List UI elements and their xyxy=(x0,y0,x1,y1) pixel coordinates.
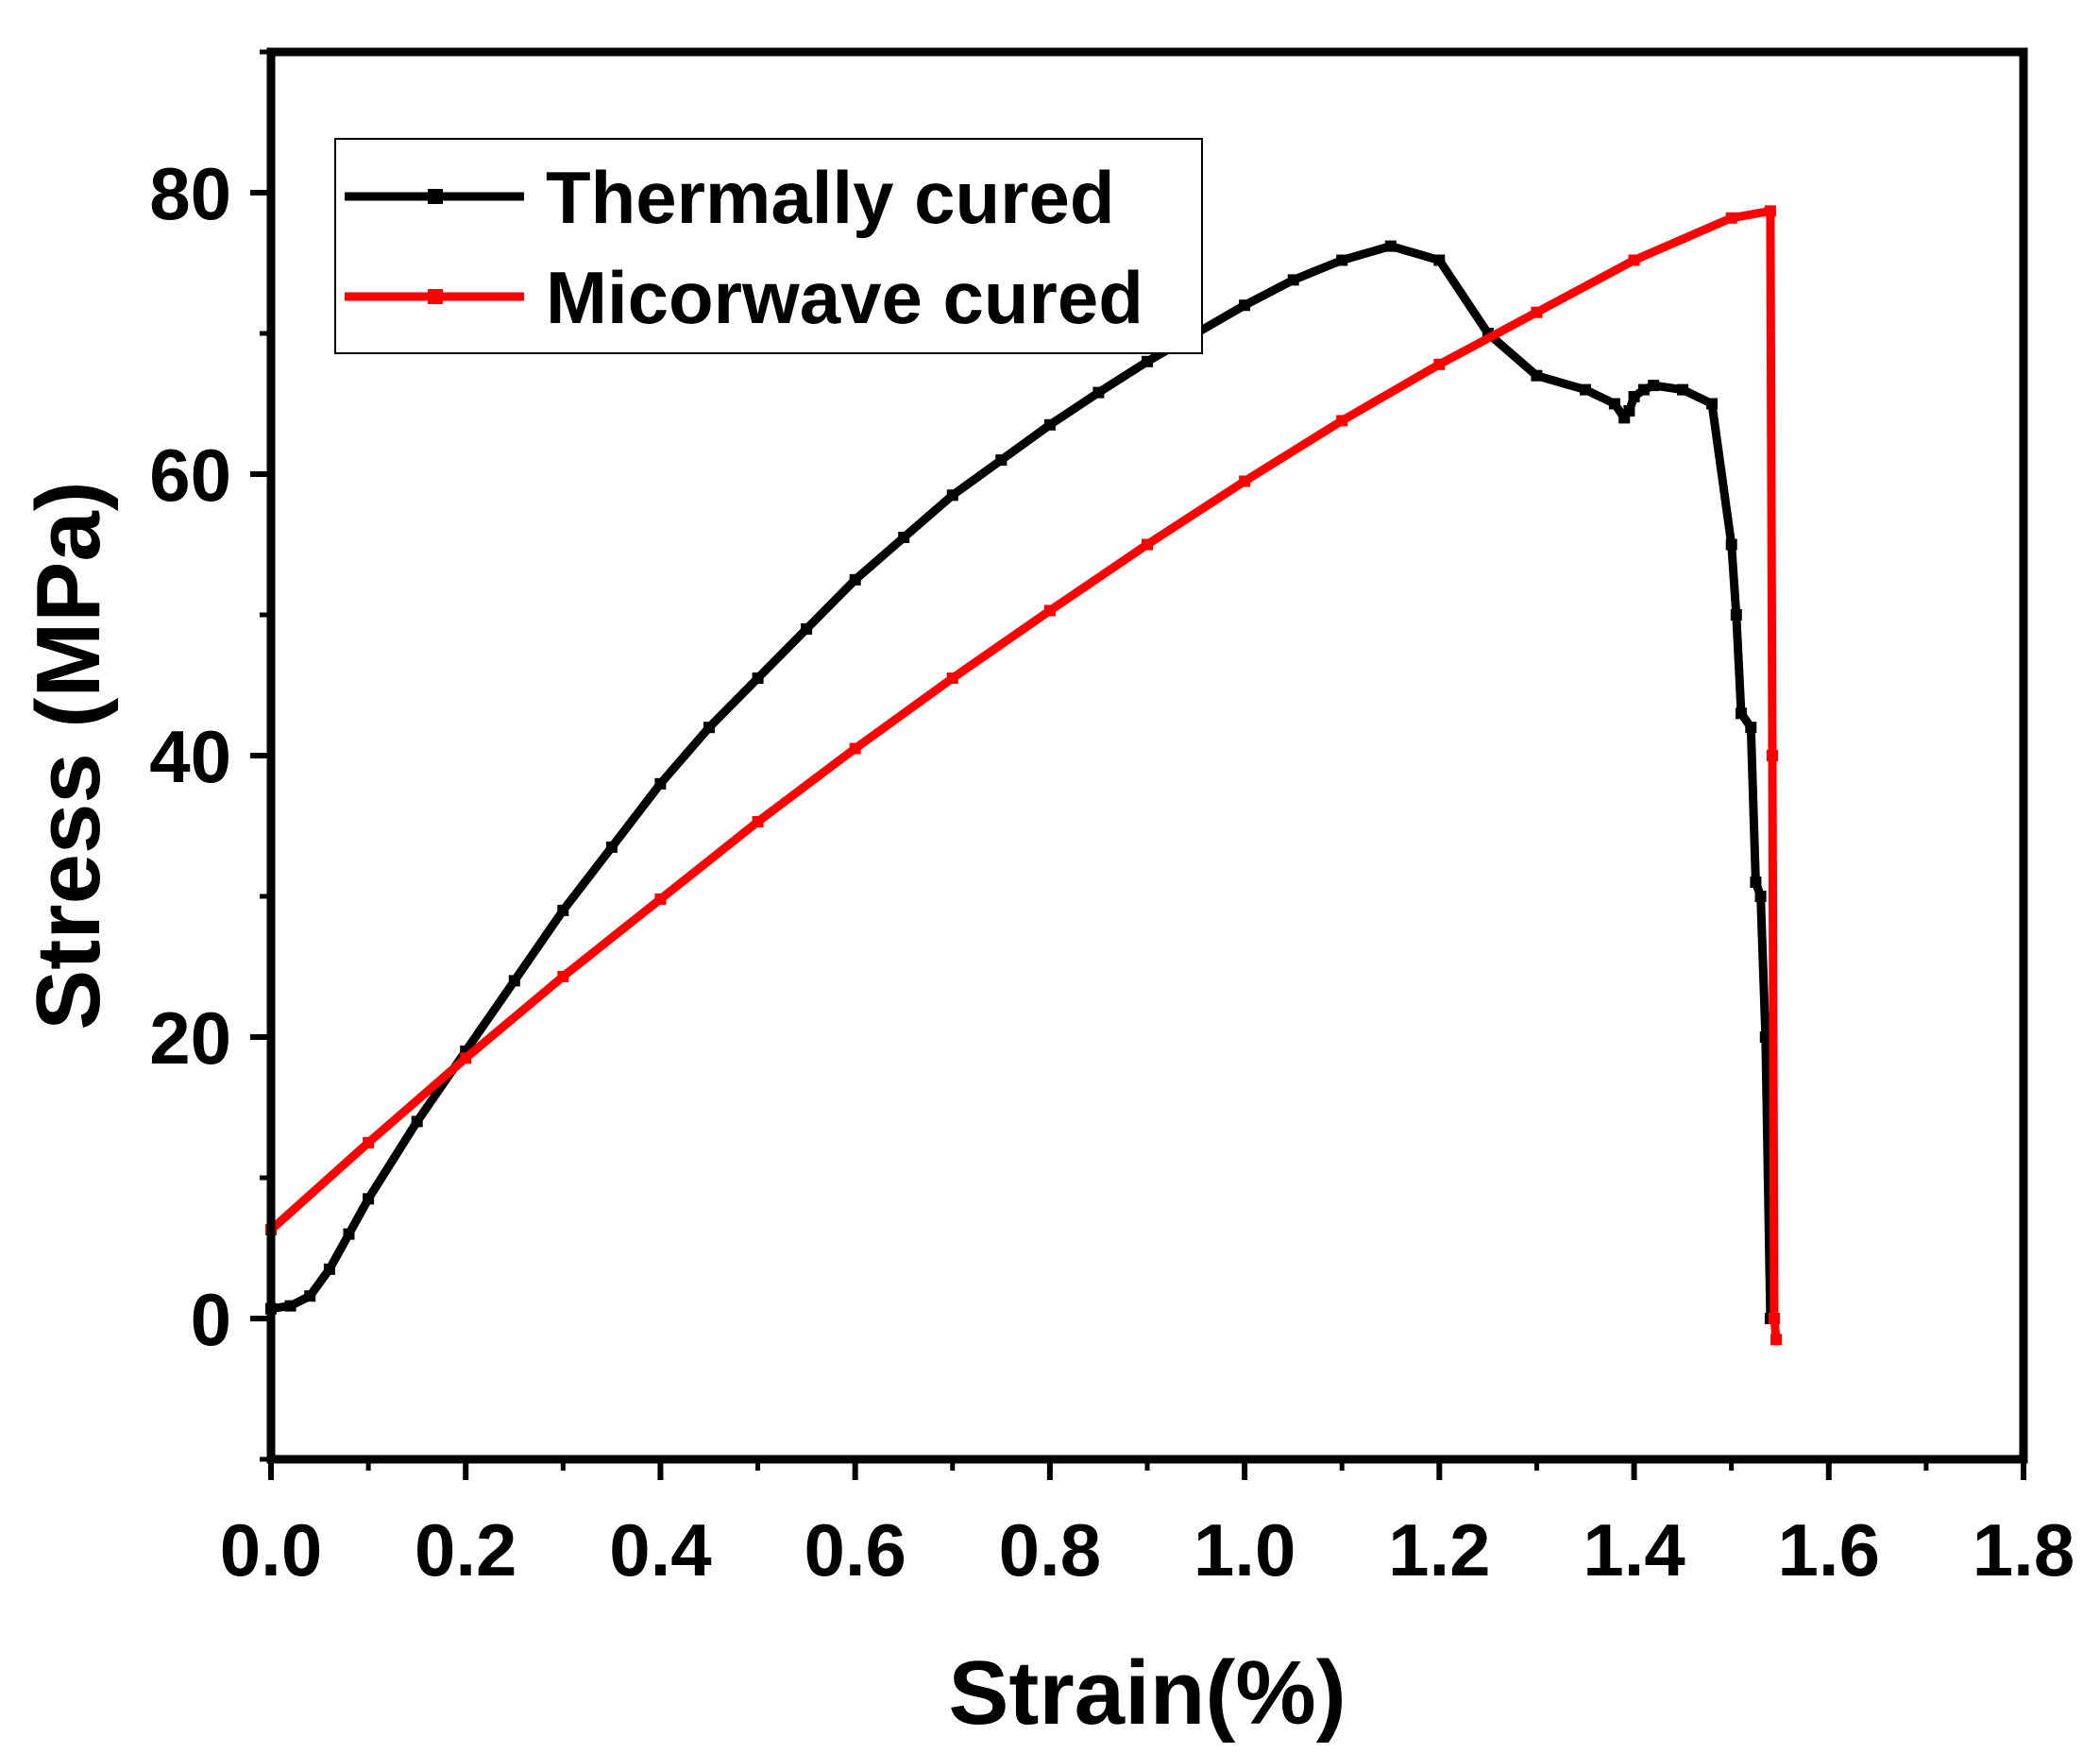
data-point-thermally-cured xyxy=(946,489,958,502)
data-point-thermally-cured xyxy=(898,532,910,543)
data-point-micorwave-cured xyxy=(1336,415,1348,427)
data-point-thermally-cured xyxy=(1706,398,1718,410)
data-point-thermally-cured xyxy=(304,1290,316,1302)
data-point-thermally-cured xyxy=(1287,274,1299,286)
data-point-micorwave-cured xyxy=(363,1136,375,1149)
data-point-thermally-cured xyxy=(1433,254,1446,266)
legend: Thermally cured Micorwave cured xyxy=(334,138,1203,354)
data-point-thermally-cured xyxy=(1730,609,1742,621)
data-point-thermally-cured xyxy=(323,1263,335,1275)
data-point-thermally-cured xyxy=(1648,380,1660,392)
data-point-micorwave-cured xyxy=(460,1052,472,1064)
data-point-micorwave-cured xyxy=(654,894,667,905)
data-point-thermally-cured xyxy=(1608,398,1620,410)
data-point-thermally-cured xyxy=(1725,538,1737,551)
y-tick-label: 60 xyxy=(149,434,231,517)
legend-box xyxy=(334,138,1203,354)
series-line-thermally-cured xyxy=(266,242,1775,1323)
data-point-micorwave-cured xyxy=(1769,1313,1780,1324)
x-tick-label: 1.2 xyxy=(1388,1508,1490,1591)
data-point-micorwave-cured xyxy=(557,970,569,982)
data-point-thermally-cured xyxy=(1092,386,1105,399)
data-point-thermally-cured xyxy=(284,1300,296,1312)
data-point-micorwave-cured xyxy=(1531,306,1543,318)
series-line-micorwave-cured xyxy=(266,206,1781,1344)
y-tick-label: 0 xyxy=(191,1278,231,1361)
legend-label-micorwave-cured: Micorwave cured xyxy=(546,256,1143,339)
data-point-thermally-cured xyxy=(1677,383,1689,396)
tick-label-layer: 0.0 0.2 0.4 0.6 0.8 1.0 1.2 1.4 1.6 1.8 0 20 40 60 80 xyxy=(149,152,2075,1591)
data-point-thermally-cured xyxy=(1745,722,1757,734)
data-point-thermally-cured xyxy=(508,975,520,987)
x-tick-label: 1.4 xyxy=(1583,1508,1685,1591)
data-point-thermally-cured xyxy=(849,573,861,586)
x-tick-label: 0.4 xyxy=(609,1508,711,1591)
data-point-thermally-cured xyxy=(1336,254,1348,266)
data-point-micorwave-cured xyxy=(946,672,958,684)
data-point-thermally-cured xyxy=(343,1228,355,1240)
data-point-micorwave-cured xyxy=(1239,475,1251,487)
data-point-thermally-cured xyxy=(654,777,667,790)
series-layer xyxy=(265,205,1783,1346)
data-point-thermally-cured xyxy=(1043,418,1056,431)
data-point-thermally-cured xyxy=(411,1115,423,1128)
data-point-thermally-cured xyxy=(1580,383,1591,396)
data-point-micorwave-cured xyxy=(1043,604,1056,617)
data-point-thermally-cured xyxy=(1384,240,1397,252)
legend-marker-micorwave-cured xyxy=(428,289,443,304)
y-tick-label: 20 xyxy=(149,996,231,1080)
x-tick-label: 0.6 xyxy=(804,1508,906,1591)
data-point-thermally-cured xyxy=(1637,383,1650,396)
data-point-thermally-cured xyxy=(995,454,1008,467)
x-axis-title: Strain(%) xyxy=(948,1642,1346,1744)
data-point-thermally-cured xyxy=(1759,1031,1771,1043)
data-point-micorwave-cured xyxy=(1767,750,1778,761)
data-point-thermally-cured xyxy=(1531,369,1543,382)
y-tick-label: 40 xyxy=(149,715,231,798)
data-point-thermally-cured xyxy=(605,841,618,853)
x-tick-label: 0.8 xyxy=(999,1508,1101,1591)
data-point-micorwave-cured xyxy=(1142,538,1153,551)
data-point-thermally-cured xyxy=(1239,299,1251,312)
data-point-thermally-cured xyxy=(1736,707,1747,720)
data-point-thermally-cured xyxy=(1628,391,1640,402)
data-point-micorwave-cured xyxy=(849,742,861,755)
x-tick-label: 0.2 xyxy=(415,1508,517,1591)
data-point-thermally-cured xyxy=(363,1193,375,1205)
x-tick-label: 0.0 xyxy=(220,1508,322,1591)
legend-marker-thermally-cured xyxy=(428,189,443,204)
data-point-thermally-cured xyxy=(1623,405,1635,417)
data-point-thermally-cured xyxy=(557,904,569,916)
tick-layer xyxy=(250,49,2026,1480)
legend-label-thermally-cured: Thermally cured xyxy=(546,156,1115,239)
data-point-micorwave-cured xyxy=(1770,1334,1783,1346)
data-point-thermally-cured xyxy=(1754,891,1767,902)
data-point-micorwave-cured xyxy=(1725,212,1737,224)
data-point-micorwave-cured xyxy=(1764,205,1776,217)
y-axis-title: Stress (MPa) xyxy=(18,481,119,1030)
x-tick-label: 1.8 xyxy=(1973,1508,2075,1591)
data-point-thermally-cured xyxy=(752,672,764,684)
data-point-micorwave-cured xyxy=(1433,358,1446,370)
data-point-thermally-cured xyxy=(703,722,715,734)
data-point-thermally-cured xyxy=(1750,876,1762,889)
y-tick-label: 80 xyxy=(149,152,231,235)
x-tick-label: 1.6 xyxy=(1778,1508,1880,1591)
data-point-micorwave-cured xyxy=(752,816,764,827)
data-point-micorwave-cured xyxy=(1628,254,1640,266)
data-point-thermally-cured xyxy=(1142,355,1153,367)
x-tick-label: 1.0 xyxy=(1194,1508,1296,1591)
data-point-thermally-cured xyxy=(801,622,813,635)
